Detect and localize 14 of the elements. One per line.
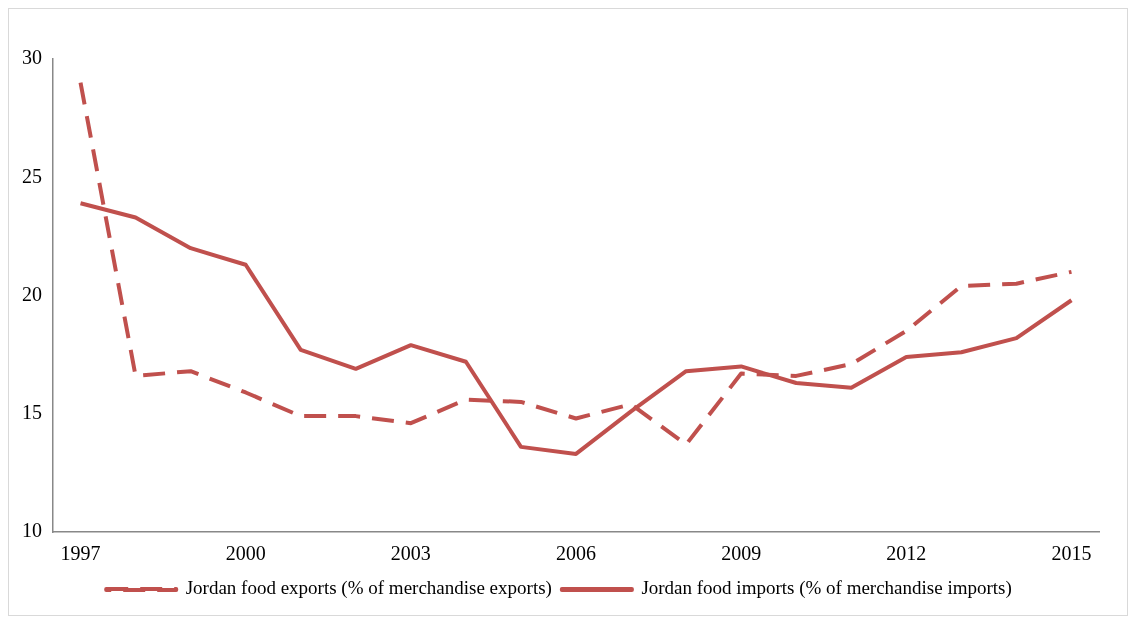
y-tick-label: 25 xyxy=(22,164,42,187)
x-tick-label: 2012 xyxy=(886,542,927,565)
x-tick-label: 2006 xyxy=(556,542,596,565)
y-tick-label: 20 xyxy=(22,282,42,305)
y-tick-label: 15 xyxy=(22,401,42,423)
y-tick-label: 30 xyxy=(22,46,42,69)
x-tick-label: 2009 xyxy=(721,542,762,565)
y-tick-label: 10 xyxy=(22,519,42,542)
x-tick-label: 1997 xyxy=(60,542,101,565)
x-tick-label: 2003 xyxy=(390,542,431,565)
x-tick-label: 2000 xyxy=(225,542,266,565)
x-tick-label: 2015 xyxy=(1051,542,1092,565)
legend-label: Jordan food exports (% of merchandise exports) xyxy=(185,577,552,600)
legend-label: Jordan food imports (% of merchandise imports) xyxy=(641,577,1012,600)
